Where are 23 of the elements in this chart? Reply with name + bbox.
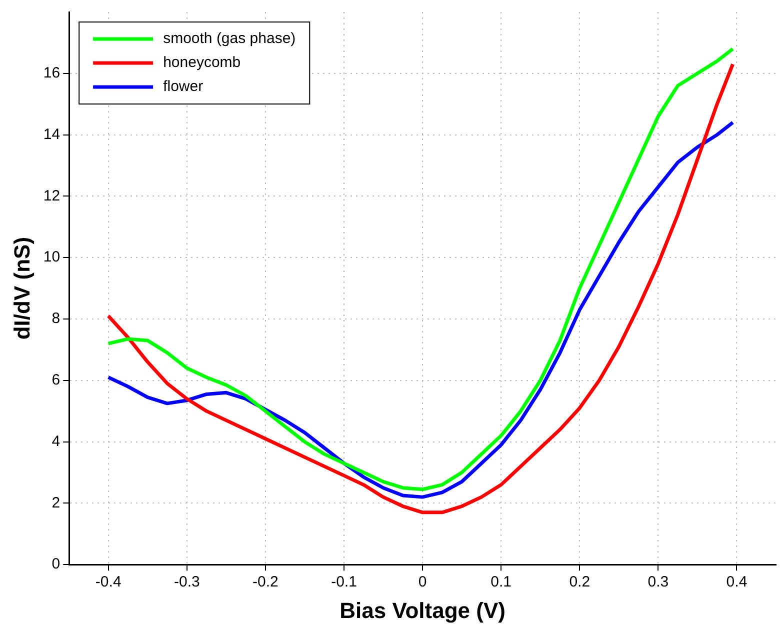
legend-label: honeycomb xyxy=(163,54,241,72)
legend-label: smooth (gas phase) xyxy=(163,30,296,48)
y-tick-label: 0 xyxy=(52,556,60,573)
y-tick-label: 4 xyxy=(52,432,60,450)
legend-label: flower xyxy=(163,78,204,96)
x-tick-label: 0.1 xyxy=(490,574,512,591)
x-tick-label: 0.2 xyxy=(569,574,590,591)
y-tick-label: 14 xyxy=(43,126,60,143)
x-tick-label: 0.4 xyxy=(726,574,748,591)
y-tick-label: 16 xyxy=(43,64,60,82)
x-tick-label: -0.1 xyxy=(331,574,357,591)
y-tick-label: 8 xyxy=(52,310,60,328)
x-tick-label: -0.4 xyxy=(95,574,122,591)
x-tick-label: -0.2 xyxy=(252,574,278,591)
x-tick-label: 0 xyxy=(418,574,427,591)
x-axis-title: Bias Voltage (V) xyxy=(340,598,506,623)
y-tick-label: 12 xyxy=(43,187,60,204)
y-tick-label: 2 xyxy=(52,494,60,512)
x-tick-label: -0.3 xyxy=(174,574,200,591)
x-tick-label: 0.3 xyxy=(648,574,669,591)
y-axis-title: dI/dV (nS) xyxy=(9,236,34,340)
y-tick-label: 10 xyxy=(43,248,60,266)
y-tick-label: 6 xyxy=(52,372,60,389)
